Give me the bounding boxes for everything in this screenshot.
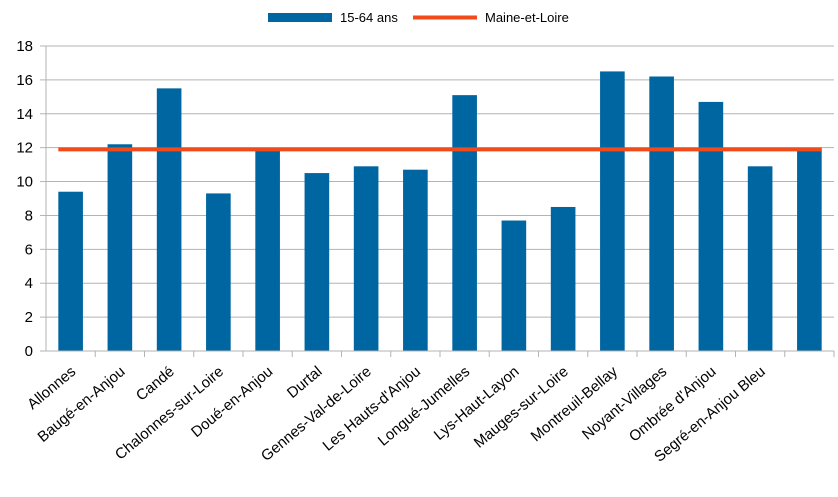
bar <box>649 76 674 351</box>
y-tick-label: 8 <box>25 207 33 224</box>
bar <box>747 166 773 351</box>
x-tick-label: Noyant-Villages <box>579 363 670 443</box>
bar <box>550 206 576 351</box>
bar <box>600 71 625 352</box>
bar <box>107 144 133 351</box>
bar <box>58 191 83 351</box>
bar <box>353 166 379 351</box>
y-tick-labels: 0 2 4 6 8 10 12 14 16 18 <box>16 38 33 360</box>
bar <box>304 173 330 351</box>
x-tick-label: Longué-Jumelles <box>375 363 473 449</box>
y-tick-label: 0 <box>25 343 33 360</box>
bar <box>452 95 477 351</box>
legend-swatch-bar <box>268 13 332 22</box>
x-tick-label: Ombrée d'Anjou <box>626 363 720 445</box>
x-tick-label: Lys-Haut-Layon <box>431 363 523 444</box>
bar <box>206 193 231 351</box>
bar <box>156 88 182 351</box>
legend: 15-64 ans Maine-et-Loire <box>268 10 569 25</box>
axes <box>45 46 835 357</box>
y-tick-label: 14 <box>16 106 33 123</box>
x-tick-label: Candé <box>133 363 178 404</box>
x-tick-label: Baugé-en-Anjou <box>34 363 128 446</box>
bar <box>403 169 428 351</box>
y-tick-label: 2 <box>25 309 33 326</box>
y-tick-label: 16 <box>16 72 33 89</box>
x-tick-label: Durtal <box>284 363 326 402</box>
y-tick-label: 10 <box>16 174 33 191</box>
bar <box>698 101 724 352</box>
bars <box>58 71 822 352</box>
x-tick-label: Montreuil-Bellay <box>528 363 622 445</box>
legend-label-line-series: Maine-et-Loire <box>485 10 569 25</box>
legend-label-bar-series: 15-64 ans <box>340 10 398 25</box>
bar <box>501 220 527 351</box>
bar <box>255 147 280 351</box>
bar <box>797 147 822 351</box>
y-tick-label: 18 <box>16 38 33 55</box>
y-tick-label: 6 <box>25 241 33 258</box>
y-tick-label: 4 <box>25 275 33 292</box>
y-tick-label: 12 <box>16 140 33 157</box>
